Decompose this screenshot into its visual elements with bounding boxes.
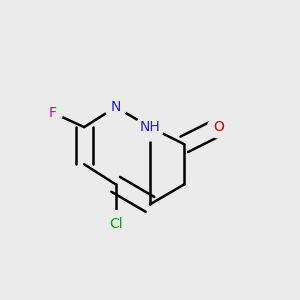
- Circle shape: [102, 211, 129, 238]
- Text: Cl: Cl: [109, 218, 122, 231]
- Circle shape: [43, 103, 63, 123]
- Text: F: F: [49, 106, 57, 120]
- Text: NH: NH: [140, 120, 160, 134]
- Circle shape: [105, 96, 127, 118]
- Circle shape: [136, 113, 164, 141]
- Circle shape: [208, 116, 230, 138]
- Text: O: O: [213, 120, 224, 134]
- Text: N: N: [110, 100, 121, 114]
